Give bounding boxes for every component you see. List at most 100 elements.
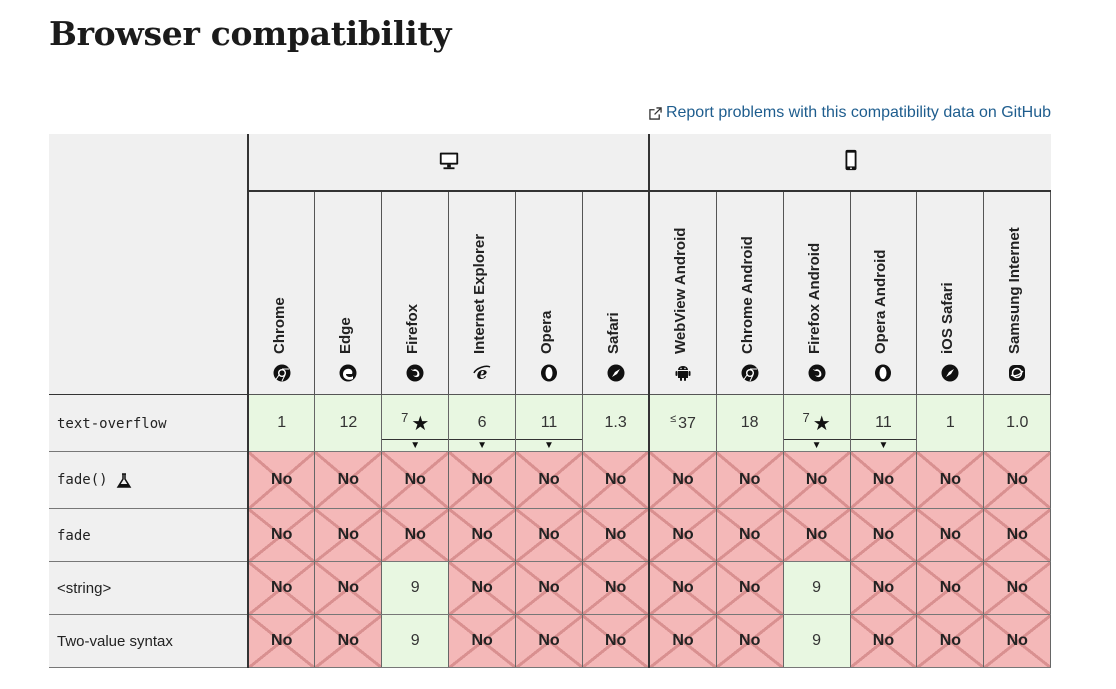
safari-icon (607, 364, 625, 382)
version-number: 1 (277, 414, 287, 431)
browser-name: Edge (337, 317, 355, 354)
support-value: No (873, 632, 894, 650)
version-number: No (739, 526, 761, 543)
support-value: No (271, 526, 292, 544)
support-cell[interactable]: 7 ★ ▼ (381, 394, 450, 452)
support-cell[interactable]: 11 ▼ (850, 394, 918, 452)
support-cell[interactable]: 7 ★ ▼ (783, 394, 851, 452)
browser-name: iOS Safari (939, 282, 957, 354)
support-value: No (873, 471, 894, 489)
support-cell: No (916, 508, 985, 562)
support-cell: No (916, 614, 985, 668)
partial-support-star-icon: ★ (812, 413, 831, 435)
support-cell: 18 (716, 394, 784, 452)
android-icon (674, 364, 692, 382)
support-cell: No (916, 451, 985, 509)
opera-icon (540, 364, 558, 382)
version-number: No (939, 526, 962, 543)
edge-icon (339, 364, 357, 382)
support-value: No (271, 471, 292, 489)
version-number: No (939, 632, 962, 649)
version-number: 12 (339, 414, 358, 431)
support-cell: No (381, 508, 450, 562)
support-cell: No (448, 561, 517, 615)
support-cell: No (649, 561, 717, 615)
version-number: No (471, 526, 493, 543)
support-value: No (471, 632, 492, 650)
report-problems-link[interactable]: Report problems with this compatibility … (649, 104, 1051, 122)
support-value: No (538, 471, 559, 489)
expand-notes-arrow-icon[interactable]: ▼ (382, 439, 449, 451)
feature-name-cell: fade (49, 508, 249, 562)
feature-name: text-overflow (57, 415, 167, 432)
version-number: 9 (410, 632, 420, 649)
support-cell[interactable]: 6 ▼ (448, 394, 517, 452)
experimental-flask-icon (116, 472, 132, 489)
support-value: 7 ★ (802, 410, 830, 436)
version-number: No (939, 579, 962, 596)
report-problems-label: Report problems with this compatibility … (665, 104, 1051, 121)
support-cell: No (850, 561, 918, 615)
support-cell: No (983, 508, 1052, 562)
support-cell: No (983, 451, 1052, 509)
support-value: 1.3 (605, 414, 627, 432)
support-cell: 9 (381, 561, 450, 615)
browser-name: Firefox Android (805, 242, 823, 354)
support-value: No (739, 471, 760, 489)
version-number: 1.0 (1006, 414, 1029, 431)
support-cell: No (582, 451, 651, 509)
support-value: No (1007, 471, 1028, 489)
support-value: 7 ★ (401, 410, 429, 436)
support-value: No (1007, 632, 1028, 650)
expand-notes-arrow-icon[interactable]: ▼ (783, 439, 850, 451)
support-value: No (405, 471, 426, 489)
support-value: 12 (339, 414, 357, 432)
version-number: No (805, 526, 828, 543)
version-number: No (672, 632, 694, 649)
table-corner (49, 134, 249, 395)
support-value: 9 (812, 632, 821, 650)
expand-notes-arrow-icon[interactable]: ▼ (850, 439, 917, 451)
svg-text:e: e (477, 364, 488, 382)
support-cell[interactable]: 11 ▼ (515, 394, 583, 452)
support-cell: No (716, 614, 784, 668)
version-number: No (471, 579, 493, 596)
support-cell: No (649, 508, 717, 562)
expand-notes-arrow-icon[interactable]: ▼ (516, 439, 582, 451)
support-value: No (672, 632, 693, 650)
support-value: No (338, 471, 359, 489)
support-value: No (405, 526, 426, 544)
less-or-equal-sign: ≤ (670, 413, 677, 425)
support-value: No (338, 632, 359, 650)
version-number: No (872, 526, 895, 543)
version-number: No (337, 579, 359, 596)
support-value: No (940, 579, 961, 597)
version-number: No (271, 632, 293, 649)
version-number: No (337, 471, 359, 488)
expand-notes-arrow-icon[interactable]: ▼ (449, 439, 516, 451)
version-number: No (872, 632, 895, 649)
support-value: 1 (946, 414, 955, 432)
version-number: No (805, 471, 828, 488)
support-cell: No (783, 451, 851, 509)
browser-name: Firefox (404, 303, 422, 354)
version-number: No (672, 526, 694, 543)
support-cell: No (983, 561, 1052, 615)
support-cell: No (783, 508, 851, 562)
support-value: 9 (411, 632, 420, 650)
support-value: 1.0 (1006, 414, 1028, 432)
chrome-icon (273, 364, 291, 382)
support-cell: No (515, 614, 583, 668)
support-value: No (1007, 579, 1028, 597)
version-number: No (538, 632, 560, 649)
version-number: No (471, 471, 493, 488)
browser-row: Chrome Edge Firefox Internet Explorer e Opera… (49, 191, 1052, 395)
platform-mobile (649, 134, 1051, 192)
support-value: No (873, 579, 894, 597)
version-number: No (604, 632, 627, 649)
table-row: Two-value syntax No No 9 No No No No No 9 No No No (49, 614, 1052, 668)
support-value: No (605, 579, 626, 597)
support-value: No (672, 579, 693, 597)
version-number: No (604, 471, 627, 488)
browser-header: Internet Explorer e (448, 191, 517, 395)
